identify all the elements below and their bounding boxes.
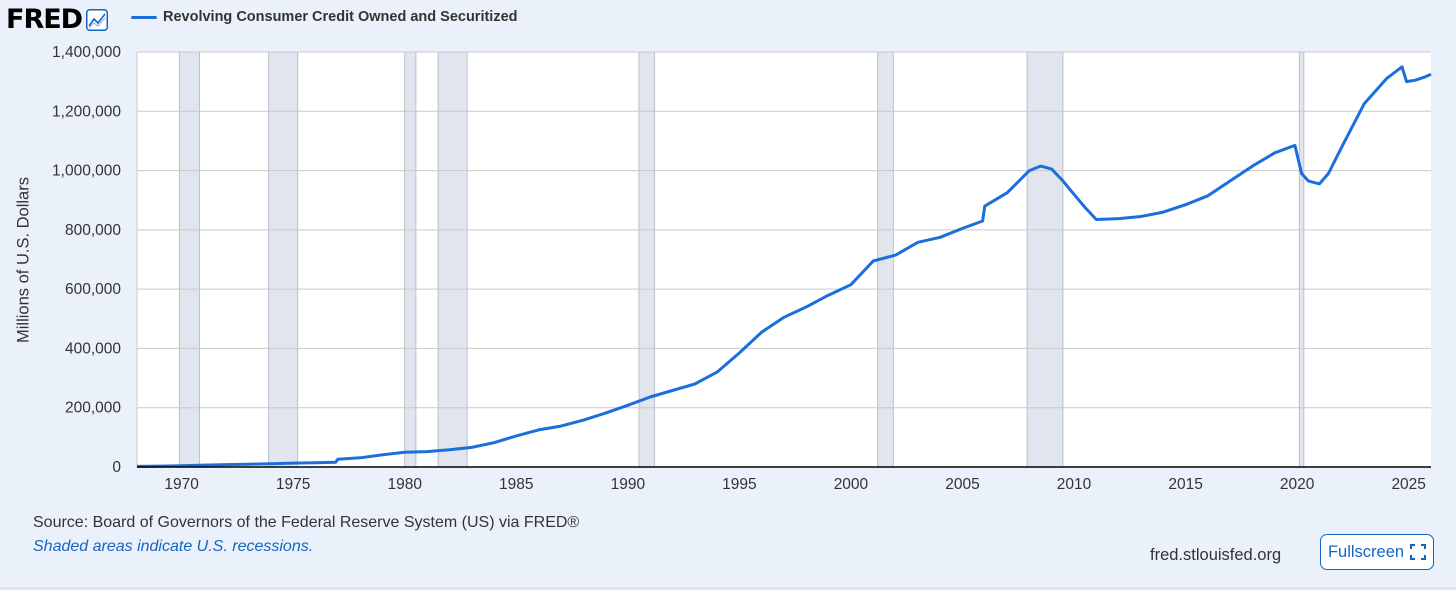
fred-header: FRED	[6, 4, 109, 35]
y-axis-title: Millions of U.S. Dollars	[14, 177, 33, 343]
recession-band	[638, 51, 656, 468]
x-tick-label: 2005	[945, 476, 979, 493]
recession-band	[268, 51, 299, 468]
y-tick-label: 1,400,000	[52, 44, 121, 61]
fred-logo[interactable]: FRED	[6, 4, 83, 35]
site-url: fred.stlouisfed.org	[1150, 546, 1282, 564]
x-tick-label: 2010	[1057, 476, 1092, 493]
y-tick-label: 200,000	[65, 400, 121, 417]
x-tick-label: 2020	[1280, 476, 1315, 493]
legend-swatch	[131, 15, 157, 19]
x-tick-label: 1980	[387, 476, 422, 493]
recession-note: Shaded areas indicate U.S. recessions.	[33, 538, 314, 555]
gridlines	[136, 51, 1431, 467]
recession-shading	[178, 51, 1305, 468]
y-tick-label: 800,000	[65, 222, 121, 239]
x-tick-label: 2015	[1168, 476, 1202, 493]
legend-label[interactable]: Revolving Consumer Credit Owned and Secu…	[163, 9, 518, 25]
legend: Revolving Consumer Credit Owned and Secu…	[131, 9, 518, 25]
recession-band	[178, 51, 200, 468]
y-tick-label: 400,000	[65, 340, 121, 357]
recession-band	[437, 51, 468, 468]
x-tick-labels: 1970 1975 1980 1985 1990 1995 2000 2005 2010 2015…	[164, 476, 1426, 493]
fullscreen-icon	[1410, 544, 1427, 560]
x-tick-label: 1975	[276, 476, 310, 493]
x-tick-label: 2000	[834, 476, 869, 493]
recession-band	[1026, 51, 1064, 468]
series-layer	[136, 65, 1432, 468]
chart-line-icon	[86, 9, 109, 31]
x-tick-label: 2025	[1391, 476, 1425, 493]
fullscreen-label: Fullscreen	[1327, 542, 1405, 561]
y-tick-label: 600,000	[65, 281, 121, 298]
fullscreen-button[interactable]: Fullscreen	[1320, 534, 1434, 570]
plot-background	[137, 52, 1431, 467]
recession-band	[1298, 51, 1305, 468]
recession-band	[404, 51, 417, 468]
y-tick-label: 0	[112, 459, 121, 476]
x-tick-label: 1995	[722, 476, 756, 493]
x-tick-label: 1990	[611, 476, 646, 493]
y-tick-label: 1,000,000	[52, 163, 121, 180]
x-tick-label: 1970	[164, 476, 199, 493]
y-tick-label: 1,200,000	[52, 103, 121, 120]
x-tick-label: 1985	[499, 476, 533, 493]
y-tick-labels: 0 200,000 400,000 600,000 800,000 1,000,000 1,…	[52, 44, 121, 476]
source-text: Source: Board of Governors of the Federa…	[33, 514, 580, 531]
bottom-border	[0, 587, 1456, 590]
series-line	[136, 65, 1432, 468]
